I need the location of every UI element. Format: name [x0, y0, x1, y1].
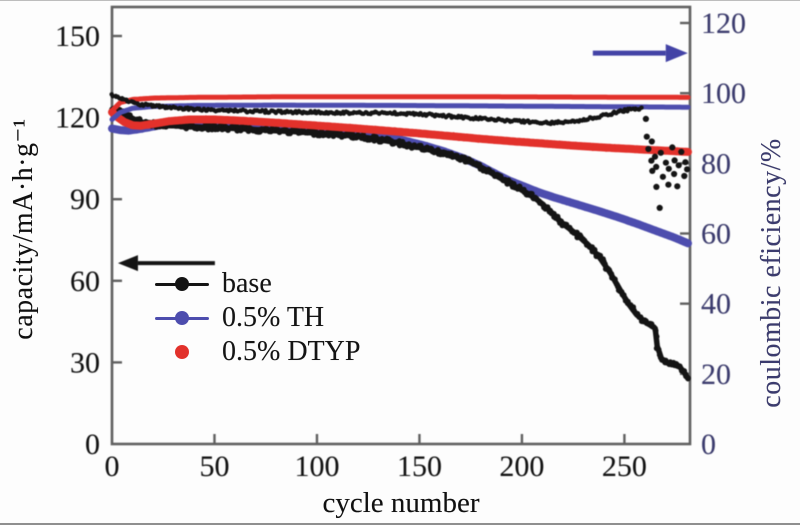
- series-base-efficiency-scatter-point: [643, 133, 650, 140]
- series-0-5-dtyp-capacity-dots: [517, 139, 523, 145]
- series-base-efficiency-scatter-point: [653, 163, 660, 170]
- series-0-5-dtyp-capacity-dots: [219, 118, 225, 124]
- series-base-efficiency-scatter-point: [649, 167, 656, 174]
- series-0-5-dtyp-capacity-dots: [561, 140, 567, 147]
- series-base-efficiency-scatter-point: [656, 204, 663, 211]
- left-tick-label: 90: [70, 183, 100, 216]
- series-0-5-dtyp-capacity-dots: [603, 146, 609, 152]
- legend-item-dtyp: 0.5% DTYP: [155, 335, 360, 369]
- series-base-capacity-dots: [591, 246, 598, 253]
- left-axis-title: capacity/mA·h·g⁻¹: [8, 118, 39, 340]
- legend-marker-base: [155, 276, 209, 292]
- left-tick-label: 30: [70, 346, 100, 379]
- series-base-efficiency-scatter-point: [665, 181, 672, 188]
- series-base-efficiency-scatter-point: [648, 157, 655, 164]
- series-base-capacity-dots: [602, 261, 608, 267]
- efficiency-axis-arrow-head: [665, 44, 688, 63]
- plot-frame: [110, 5, 692, 446]
- x-tick-label: 250: [602, 450, 647, 483]
- right-tick-label: 80: [701, 147, 731, 180]
- series-base-capacity-dots: [685, 375, 691, 381]
- series-base-capacity-dots: [676, 363, 683, 370]
- legend-marker-dtyp: [155, 344, 209, 360]
- right-tick-label: 100: [701, 77, 746, 110]
- series-0-5-dtyp-capacity-dots: [486, 136, 492, 142]
- series-base-capacity-dots: [612, 276, 618, 283]
- series-base-efficiency-scatter-point: [662, 159, 670, 166]
- legend-label-dtyp: 0.5% DTYP: [222, 336, 361, 367]
- series-base-capacity-dots: [620, 292, 627, 298]
- left-tick-label: 120: [55, 102, 100, 135]
- series-base-efficiency-scatter-point: [651, 153, 659, 160]
- left-tick-label: 150: [55, 20, 100, 53]
- series-base-efficiency-scatter-point: [665, 165, 672, 172]
- series-base-efficiency-scatter-point: [674, 183, 681, 190]
- legend-item-th: 0.5% TH: [155, 301, 360, 335]
- legend: base 0.5% TH 0.5% DTYP: [155, 267, 360, 369]
- series-0-5-dtyp-capacity-dots: [298, 121, 304, 127]
- series-0-5-dtyp-capacity-dots: [224, 116, 231, 122]
- series-base-capacity-dots: [652, 327, 659, 334]
- capacity-axis-arrow-head: [117, 255, 138, 272]
- right-axis-title: coulombic eficiency/%: [756, 138, 787, 408]
- series-0-5-dtyp-capacity-dots: [279, 119, 285, 125]
- series-0-5-dtyp-capacity-dots: [553, 140, 559, 146]
- series-0-5-dtyp-capacity-dots: [424, 132, 430, 139]
- series-base-efficiency-scatter-point: [671, 170, 678, 178]
- series-base-capacity-dots: [581, 237, 588, 244]
- series-base-efficiency-scatter-point: [642, 115, 650, 122]
- legend-marker-th: [155, 310, 209, 326]
- series-base-efficiency-scatter-point: [659, 173, 667, 180]
- series-base-efficiency-scatter-point: [681, 172, 688, 180]
- series-base-efficiency-scatter-point: [669, 144, 676, 151]
- right-tick-label: 120: [701, 7, 746, 40]
- series-0-5-dtyp-capacity-dots: [293, 121, 299, 127]
- series-base-efficiency-scatter-point: [645, 145, 652, 153]
- series-base-efficiency-scatter-point: [684, 166, 691, 173]
- series-0-5-dtyp-capacity-dots: [410, 131, 416, 137]
- left-tick-label: 60: [70, 265, 100, 298]
- series-0-5-dtyp-capacity-dots: [447, 133, 453, 139]
- series-base-efficiency-scatter-point: [675, 162, 682, 169]
- series-0-5-th-efficiency: [109, 102, 691, 122]
- series-base-capacity-dots: [655, 346, 662, 353]
- series-0-5-th-capacity-dots: [685, 239, 691, 245]
- x-tick-label: 100: [294, 450, 339, 483]
- series-base-capacity-dots: [653, 333, 660, 340]
- x-axis-title: cycle number: [322, 487, 480, 519]
- series-base-efficiency-scatter-point: [653, 183, 660, 190]
- series-0-5-dtyp-capacity-dots: [258, 120, 265, 126]
- series-base-efficiency-scatter-point: [671, 157, 678, 164]
- series-0-5-dtyp-capacity-dots: [319, 122, 325, 128]
- right-tick-label: 0: [701, 428, 716, 461]
- x-tick-label: 50: [199, 450, 229, 483]
- series-0-5-dtyp-capacity-dots: [684, 149, 690, 155]
- series-0-5-dtyp-capacity-dots: [382, 127, 388, 133]
- right-tick-label: 60: [701, 218, 731, 251]
- x-tick-label: 150: [397, 450, 442, 483]
- series-0-5-dtyp-capacity-dots: [368, 125, 374, 131]
- series-base-efficiency-scatter-point: [657, 149, 664, 156]
- series-base-efficiency-scatter-point: [648, 138, 655, 145]
- left-tick-label: 0: [85, 428, 100, 461]
- legend-item-base: base: [155, 267, 360, 301]
- right-tick-label: 40: [701, 288, 731, 321]
- series-base-efficiency-dots: [639, 105, 644, 110]
- series-0-5-th-capacity-dots: [546, 191, 552, 197]
- legend-label-base: base: [222, 268, 272, 299]
- x-tick-label: 200: [499, 450, 544, 483]
- series-base-efficiency-scatter-point: [682, 159, 689, 166]
- x-tick-label: 0: [105, 450, 120, 483]
- series-0-5-dtyp-efficiency: [109, 94, 691, 114]
- right-tick-label: 20: [701, 358, 731, 391]
- legend-label-th: 0.5% TH: [222, 302, 325, 333]
- series-base-efficiency-scatter-point: [678, 148, 685, 155]
